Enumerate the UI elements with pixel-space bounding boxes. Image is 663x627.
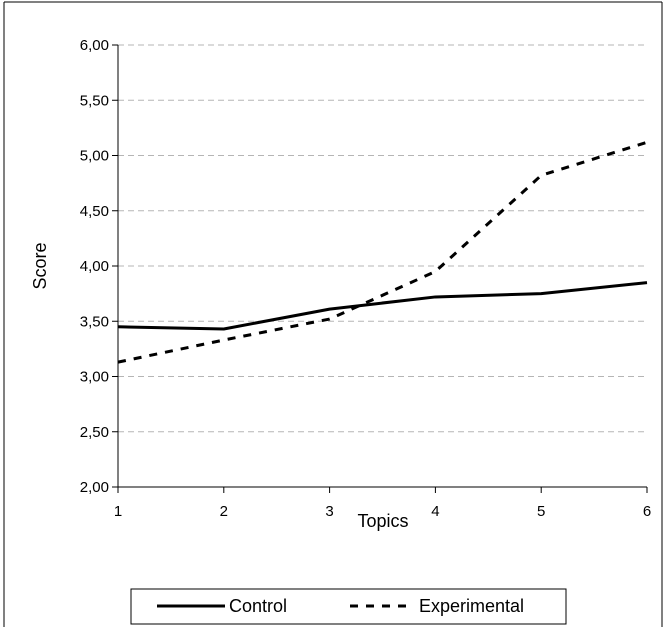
x-tick-label: 5 <box>537 503 545 520</box>
legend: Control Experimental <box>131 589 566 624</box>
y-tick-label: 6,00 <box>80 37 109 54</box>
y-tick-label: 4,50 <box>80 203 109 220</box>
x-tick-label: 2 <box>220 503 228 520</box>
y-tick-label: 3,00 <box>80 369 109 386</box>
y-tick-label: 5,50 <box>80 92 109 109</box>
gridlines <box>118 45 647 432</box>
legend-label-experimental: Experimental <box>419 596 524 616</box>
series-line-control <box>118 283 647 329</box>
x-tick-label: 6 <box>643 503 651 520</box>
x-axis-title: Topics <box>357 511 408 531</box>
x-tick-label: 1 <box>114 503 122 520</box>
legend-label-control: Control <box>229 596 287 616</box>
y-axis-title: Score <box>30 242 50 289</box>
series-lines <box>118 142 647 362</box>
axes: 2,00 2,50 3,00 3,50 4,00 4,50 5,00 5,50 6,00 1 2 3 4… <box>80 37 651 520</box>
x-tick-label: 4 <box>431 503 439 520</box>
y-tick-label: 2,50 <box>80 424 109 441</box>
y-tick-label: 4,00 <box>80 258 109 275</box>
y-tick-label: 2,00 <box>80 479 109 496</box>
y-tick-label: 3,50 <box>80 313 109 330</box>
x-tick-label: 3 <box>325 503 333 520</box>
y-tick-label: 5,00 <box>80 148 109 165</box>
